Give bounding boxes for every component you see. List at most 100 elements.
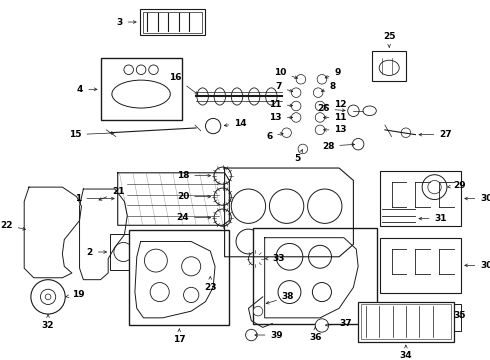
Ellipse shape [231, 88, 243, 105]
Bar [253, 228, 377, 324]
Text: 38: 38 [266, 292, 294, 304]
Circle shape [292, 101, 301, 111]
Bar [380, 238, 461, 293]
Circle shape [205, 118, 221, 134]
Text: 2: 2 [87, 248, 106, 257]
Circle shape [315, 113, 325, 122]
Text: 14: 14 [224, 119, 247, 128]
Bar [361, 305, 451, 339]
Circle shape [214, 167, 231, 184]
Ellipse shape [248, 88, 260, 105]
Text: 30: 30 [465, 194, 490, 203]
Text: 31: 31 [419, 214, 447, 223]
Circle shape [166, 243, 185, 262]
Text: 29: 29 [448, 181, 466, 190]
Text: 37: 37 [325, 319, 352, 328]
Circle shape [309, 245, 331, 268]
Text: 5: 5 [294, 150, 302, 163]
Circle shape [348, 105, 359, 117]
Circle shape [292, 113, 301, 122]
Text: 13: 13 [270, 113, 293, 122]
Bar [358, 302, 454, 342]
Text: 11: 11 [323, 113, 347, 122]
Circle shape [352, 139, 364, 150]
Text: 10: 10 [274, 68, 297, 78]
Bar [140, 9, 204, 35]
Circle shape [313, 88, 323, 98]
Circle shape [214, 209, 231, 226]
Text: 39: 39 [255, 330, 283, 339]
Text: 4: 4 [77, 85, 97, 94]
Text: 26: 26 [317, 104, 345, 113]
Text: 20: 20 [177, 192, 211, 201]
Circle shape [145, 249, 167, 272]
Text: 21: 21 [99, 188, 124, 200]
Bar [129, 230, 229, 325]
Circle shape [114, 243, 133, 262]
Ellipse shape [214, 88, 225, 105]
Circle shape [191, 243, 210, 262]
Bar [380, 171, 461, 226]
Circle shape [284, 229, 309, 254]
Text: 6: 6 [266, 132, 283, 141]
Circle shape [184, 287, 199, 303]
Text: 18: 18 [177, 171, 211, 180]
Circle shape [45, 294, 51, 300]
Text: 23: 23 [204, 276, 217, 292]
Text: 27: 27 [419, 130, 452, 139]
Text: 8: 8 [321, 82, 336, 92]
Text: 16: 16 [169, 73, 198, 94]
Bar [110, 234, 215, 270]
Text: 15: 15 [69, 130, 114, 139]
Bar [143, 12, 202, 32]
Circle shape [136, 65, 146, 75]
Circle shape [278, 281, 301, 303]
Text: 28: 28 [322, 141, 355, 150]
Circle shape [317, 75, 327, 84]
Text: 1: 1 [75, 194, 114, 203]
Text: 9: 9 [325, 68, 341, 78]
Ellipse shape [112, 80, 171, 108]
Circle shape [298, 144, 308, 154]
Text: 11: 11 [270, 100, 293, 109]
Text: 12: 12 [323, 100, 347, 109]
Ellipse shape [379, 60, 399, 76]
Circle shape [245, 329, 257, 341]
Circle shape [428, 180, 441, 194]
Circle shape [276, 243, 303, 270]
Circle shape [140, 243, 159, 262]
Text: 24: 24 [177, 213, 211, 222]
Text: 33: 33 [266, 254, 285, 263]
Circle shape [253, 306, 263, 316]
Ellipse shape [266, 88, 277, 105]
Circle shape [313, 283, 331, 302]
Circle shape [296, 75, 306, 84]
Text: 25: 25 [383, 32, 395, 47]
Bar [100, 58, 182, 120]
Text: 7: 7 [275, 82, 293, 92]
Circle shape [182, 257, 201, 276]
Text: 13: 13 [323, 125, 347, 134]
Ellipse shape [197, 88, 208, 105]
Text: 19: 19 [66, 291, 85, 300]
Text: 34: 34 [399, 345, 412, 360]
Text: 32: 32 [42, 315, 54, 330]
Circle shape [31, 280, 65, 314]
Circle shape [149, 65, 158, 75]
Circle shape [124, 65, 133, 75]
Circle shape [270, 189, 304, 223]
Circle shape [315, 319, 329, 332]
Circle shape [248, 252, 262, 265]
Circle shape [308, 189, 342, 223]
Circle shape [422, 175, 447, 199]
Circle shape [40, 289, 56, 305]
Text: 22: 22 [0, 221, 25, 230]
Ellipse shape [363, 106, 376, 116]
Text: 3: 3 [116, 18, 136, 27]
Circle shape [214, 188, 231, 205]
Text: 35: 35 [454, 311, 466, 320]
Text: 30: 30 [465, 261, 490, 270]
Bar [380, 305, 461, 331]
Circle shape [292, 88, 301, 98]
Text: 36: 36 [309, 327, 321, 342]
